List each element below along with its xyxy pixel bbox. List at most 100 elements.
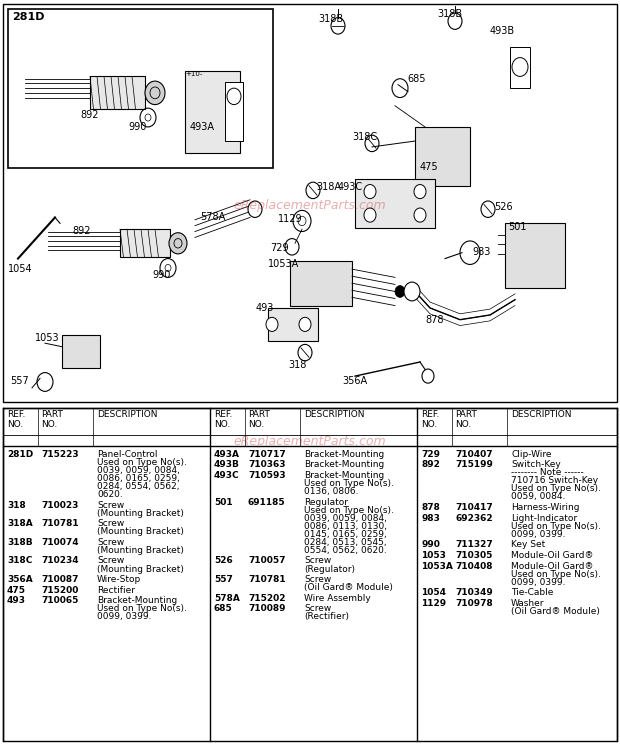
Text: 710407: 710407 [455,449,493,458]
Text: REF.
NO.: REF. NO. [214,410,232,429]
Text: 493: 493 [256,304,275,313]
Circle shape [512,57,528,77]
Polygon shape [490,26,565,124]
Text: (Rectifier): (Rectifier) [304,612,349,621]
Text: 0039, 0059, 0084,: 0039, 0059, 0084, [97,466,180,475]
Text: 318A: 318A [316,182,341,192]
Text: 710593: 710593 [248,471,286,480]
Text: Switch-Key: Switch-Key [511,461,560,469]
Text: 0099, 0399.: 0099, 0399. [511,577,565,587]
Text: Harness-Wiring: Harness-Wiring [511,503,580,512]
Text: 878: 878 [425,315,443,325]
Text: Used on Type No(s).: Used on Type No(s). [511,570,601,579]
Text: 990: 990 [128,122,146,132]
Circle shape [299,318,311,331]
Text: 710074: 710074 [41,538,79,547]
Text: 0086, 0113, 0130,: 0086, 0113, 0130, [304,522,387,530]
Text: 710065: 710065 [41,597,78,606]
Text: 0554, 0562, 0620.: 0554, 0562, 0620. [304,546,387,555]
Circle shape [404,282,420,301]
Text: PART
NO.: PART NO. [41,410,63,429]
Text: 1053A: 1053A [421,562,453,571]
Text: Tie-Cable: Tie-Cable [511,589,554,597]
Text: Screw: Screw [304,604,331,614]
Text: Wire Assembly: Wire Assembly [304,594,371,603]
Text: (Regulator): (Regulator) [304,565,355,574]
Text: 0145, 0165, 0259,: 0145, 0165, 0259, [304,530,387,539]
Text: Module-Oil Gard®: Module-Oil Gard® [511,562,593,571]
Text: 710363: 710363 [248,461,285,469]
Text: 0620.: 0620. [97,490,123,499]
Text: 0284, 0513, 0545,: 0284, 0513, 0545, [304,538,387,547]
Circle shape [414,185,426,199]
Text: 1054: 1054 [8,264,33,275]
Text: DESCRIPTION: DESCRIPTION [97,410,157,419]
Text: 710087: 710087 [41,575,79,584]
Text: 710408: 710408 [455,562,492,571]
Text: 715223: 715223 [41,449,79,458]
Text: (Mounting Bracket): (Mounting Bracket) [97,509,184,518]
Text: Bracket-Mounting: Bracket-Mounting [97,597,177,606]
Text: 493: 493 [7,597,26,606]
Circle shape [422,369,434,383]
Text: 715202: 715202 [248,594,285,603]
Text: 878: 878 [421,503,440,512]
Text: 729: 729 [421,449,440,458]
Text: 318B: 318B [437,10,462,19]
Bar [415,127,470,186]
Text: Screw: Screw [304,575,331,584]
Bar [62,335,100,368]
Text: 710305: 710305 [455,551,492,560]
Text: 475: 475 [7,586,26,594]
Text: 710781: 710781 [248,575,286,584]
Circle shape [460,241,480,264]
Text: (Mounting Bracket): (Mounting Bracket) [97,565,184,574]
Text: 557: 557 [10,376,29,386]
Text: 1053: 1053 [421,551,446,560]
Text: (Oil Gard® Module): (Oil Gard® Module) [511,607,600,616]
Text: DESCRIPTION: DESCRIPTION [304,410,365,419]
Text: PART
NO.: PART NO. [455,410,477,429]
Text: 318A: 318A [7,519,33,528]
Text: 729: 729 [270,243,289,253]
Circle shape [364,208,376,222]
Text: 318: 318 [288,359,306,370]
Text: 710234: 710234 [41,557,79,565]
Text: 1129: 1129 [278,214,303,224]
Text: Used on Type No(s).: Used on Type No(s). [511,484,601,493]
Text: 710417: 710417 [455,503,493,512]
Text: Screw: Screw [304,557,331,565]
Text: eReplacementParts.com: eReplacementParts.com [234,434,386,448]
Text: 692362: 692362 [455,513,493,522]
Text: Screw: Screw [97,557,124,565]
Text: 710978: 710978 [455,599,493,608]
Text: 1053A: 1053A [268,259,299,269]
Circle shape [414,208,426,222]
Text: 356A: 356A [7,575,33,584]
Bar [510,47,530,88]
Text: 710023: 710023 [41,501,78,510]
Bar [90,77,145,109]
Text: 526: 526 [214,557,232,565]
Text: 715199: 715199 [455,461,493,469]
Text: Panel-Control: Panel-Control [97,449,157,458]
Text: (Mounting Bracket): (Mounting Bracket) [97,527,184,536]
Text: Used on Type No(s).: Used on Type No(s). [511,522,601,530]
Text: 711327: 711327 [455,540,493,549]
Circle shape [364,185,376,199]
Text: Used on Type No(s).: Used on Type No(s). [304,506,394,515]
Text: 691185: 691185 [248,498,286,507]
Text: Wire-Stop: Wire-Stop [97,575,141,584]
Text: Screw: Screw [97,501,124,510]
Text: (Mounting Bracket): (Mounting Bracket) [97,546,184,555]
Text: 493B: 493B [214,461,240,469]
Text: 493B: 493B [490,26,515,36]
Bar [225,83,243,141]
Text: 0099, 0399.: 0099, 0399. [511,530,565,539]
Text: 493A: 493A [214,449,240,458]
Text: 526: 526 [494,202,513,212]
Text: 501: 501 [214,498,232,507]
Text: 578A: 578A [214,594,240,603]
Text: -------- Note ------: -------- Note ------ [511,468,584,477]
Text: +10-: +10- [185,71,202,77]
